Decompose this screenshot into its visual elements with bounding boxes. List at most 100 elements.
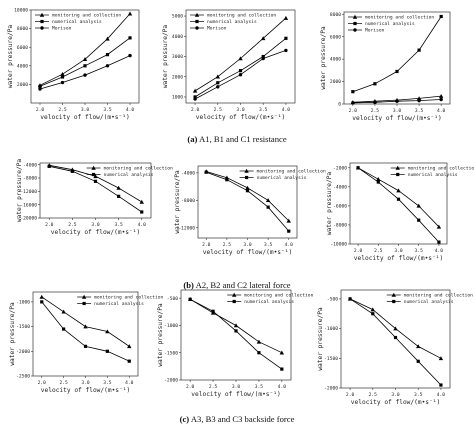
data-point — [351, 101, 355, 105]
y-tick-label: 1000 — [172, 95, 183, 101]
x-tick-label: 2.0 — [202, 242, 211, 248]
x-tick-label: 2.0 — [186, 384, 195, 390]
legend-label: monitoring and collection — [404, 293, 473, 299]
y-tick-label: -4000 — [181, 170, 195, 176]
legend-label: monitoring and collection — [207, 13, 276, 19]
y-tick-label: -2000 — [164, 378, 178, 384]
data-point — [83, 73, 87, 77]
data-point — [127, 359, 131, 363]
data-point — [238, 56, 243, 61]
data-point — [39, 294, 44, 299]
data-point — [284, 36, 288, 40]
y-tick-label: -2000 — [324, 386, 338, 392]
legend-label: numerical analysis — [244, 299, 294, 305]
data-point — [395, 69, 399, 74]
x-tick-label: 3.5 — [114, 222, 123, 228]
legend-marker — [353, 21, 357, 26]
data-point — [105, 64, 110, 68]
data-point — [286, 218, 291, 223]
data-point — [370, 307, 375, 312]
data-point — [38, 87, 42, 91]
x-tick-label: 3.0 — [394, 248, 403, 254]
x-tick-label: 2.0 — [45, 222, 54, 228]
chart-8: 2.0 2.5 3.0 3.5 4.0 -2000 -1500 -1000 -500 veloci… — [157, 289, 314, 398]
data-point — [439, 97, 443, 102]
data-point — [438, 356, 444, 361]
legend-label: numerical analysis — [104, 172, 154, 178]
data-point — [70, 169, 74, 173]
data-point — [417, 98, 421, 103]
legend-marker — [352, 14, 358, 19]
data-point — [396, 188, 401, 193]
x-tick-label: 4.0 — [285, 242, 294, 248]
legend-label: Morison — [365, 28, 385, 34]
legend-marker — [353, 28, 357, 32]
data-point — [193, 97, 197, 101]
legend-marker — [81, 294, 87, 299]
legend-label: monitoring and collection — [52, 13, 121, 19]
legend-label: numerical analysis — [52, 19, 102, 25]
x-tick-label: 3.5 — [415, 248, 424, 254]
legend-label: Morison — [52, 26, 72, 32]
x-tick-label: 2.0 — [36, 107, 45, 113]
data-point — [371, 312, 375, 316]
data-point — [193, 95, 197, 99]
x-tick-label: 2.0 — [349, 108, 358, 114]
data-point — [373, 82, 377, 86]
data-point — [188, 297, 192, 301]
x-tick-label: 4.0 — [138, 222, 147, 228]
caption-a: (a) A1, B1 and C1 resistance — [187, 134, 287, 144]
legend-label: numerical analysis — [94, 301, 144, 307]
data-point — [439, 14, 443, 19]
x-tick-label: 2.0 — [191, 107, 200, 113]
series-line — [357, 167, 440, 243]
y-axis-label: water pressure/Pa — [7, 25, 14, 89]
data-point — [127, 11, 133, 16]
data-point — [60, 71, 65, 76]
data-point — [60, 75, 65, 79]
y-tick-label: -8000 — [333, 223, 347, 229]
chart-6: 2.0 2.5 3.0 3.5 4.0 -10000 -8000 -6000 -4000 -200… — [326, 162, 474, 262]
data-point — [395, 99, 399, 103]
data-point — [280, 367, 284, 371]
data-point — [62, 327, 66, 331]
x-tick-label: 2.5 — [369, 392, 378, 398]
legend-marker — [195, 19, 199, 24]
data-point — [439, 383, 443, 387]
data-point — [105, 53, 110, 57]
y-tick-label: -12000 — [20, 189, 37, 195]
y-tick-label: -2500 — [16, 374, 30, 380]
y-tick-label: -1000 — [164, 323, 178, 329]
x-tick-label: 3.0 — [391, 392, 400, 398]
chart-3: 2.0 2.5 3.0 3.5 4.0 0 2000 4000 6000 8000 velocity… — [320, 11, 451, 122]
y-tick-label: 6000 — [330, 34, 341, 40]
legend-marker — [232, 292, 237, 297]
x-tick-label: 2.5 — [223, 242, 232, 248]
data-point — [139, 199, 144, 204]
x-tick-label: 2.5 — [58, 107, 67, 113]
x-tick-label: 3.5 — [255, 384, 264, 390]
data-point — [279, 350, 285, 355]
data-point — [265, 198, 271, 203]
data-point — [284, 48, 288, 53]
x-tick-label: 2.5 — [371, 108, 380, 114]
x-tick-label: 2.5 — [374, 248, 383, 254]
x-tick-label: 3.0 — [232, 384, 241, 390]
y-tick-label: -8000 — [23, 176, 37, 182]
data-point — [93, 179, 98, 183]
y-tick-label: 8000 — [17, 26, 28, 32]
data-point — [416, 96, 422, 101]
x-tick-label: 2.5 — [59, 380, 68, 386]
legend-label: monitoring and collection — [408, 166, 474, 172]
x-tick-label: 3.5 — [259, 107, 268, 113]
x-tick-label: 2.5 — [209, 384, 218, 390]
legend-label: numerical analysis — [404, 299, 454, 305]
y-tick-label: 8000 — [330, 12, 341, 18]
x-tick-label: 4.0 — [437, 392, 446, 398]
x-tick-label: 2.5 — [68, 222, 77, 228]
x-tick-label: 3.0 — [81, 107, 90, 113]
data-point — [376, 177, 381, 181]
data-point — [416, 203, 421, 208]
x-tick-label: 2.0 — [38, 380, 47, 386]
